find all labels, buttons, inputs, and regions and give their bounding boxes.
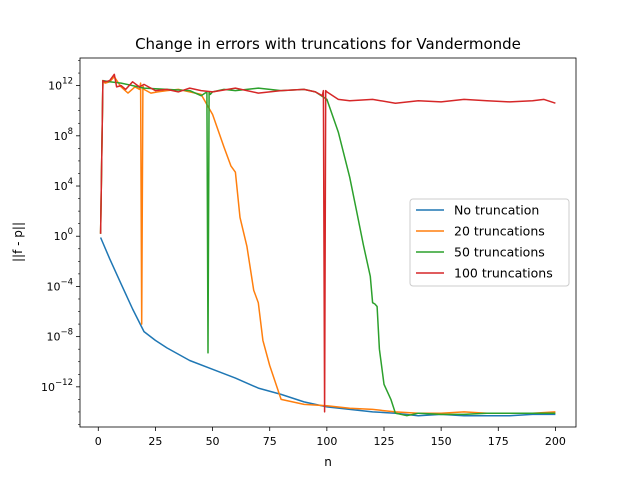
y-tick-exponent: −4 [60, 277, 73, 287]
x-tick-label: 0 [95, 435, 102, 448]
y-tick-base: 10 [54, 230, 68, 243]
x-tick-label: 175 [488, 435, 509, 448]
legend-label-3: 100 truncations [454, 266, 553, 281]
x-tick-label: 125 [374, 435, 395, 448]
y-tick-exponent: −12 [55, 378, 73, 388]
x-tick-label: 25 [148, 435, 162, 448]
y-tick-base: 10 [54, 130, 68, 143]
y-axis-label: ||f - p|| [11, 222, 25, 262]
y-tick-base: 10 [54, 180, 68, 193]
series-line-0 [99, 237, 556, 417]
legend-label-2: 50 truncations [454, 245, 545, 260]
y-tick-label: 100 [54, 227, 73, 243]
y-tick-base: 10 [46, 331, 60, 344]
y-tick-exponent: 4 [68, 177, 73, 187]
x-tick-label: 50 [206, 435, 220, 448]
plot-frame [79, 57, 577, 428]
y-tick-label: 104 [54, 177, 73, 193]
y-tick-label: 108 [54, 127, 73, 143]
y-tick-label: 1012 [48, 77, 73, 93]
x-tick-label: 200 [545, 435, 566, 448]
series-lines [99, 73, 556, 417]
series-line-3 [99, 73, 556, 413]
x-tick-label: 100 [316, 435, 337, 448]
legend-frame [409, 198, 570, 287]
y-tick-exponent: 0 [68, 227, 73, 237]
x-axis-ticks: 0 25 50 75 100 125 150 175 200 [95, 427, 566, 448]
y-tick-exponent: −8 [60, 328, 73, 338]
legend: No truncation 20 truncations 50 truncation… [409, 198, 570, 287]
chart-title: Change in errors with truncations for Va… [135, 35, 521, 53]
y-tick-exponent: 8 [68, 127, 73, 137]
y-tick-base: 10 [46, 280, 60, 293]
y-tick-label: 10−8 [46, 328, 73, 344]
legend-label-0: No truncation [454, 203, 539, 218]
series-line-1 [99, 76, 556, 414]
legend-label-1: 20 truncations [454, 224, 545, 239]
y-tick-exponent: 12 [62, 77, 73, 87]
y-tick-label: 10−12 [41, 378, 73, 394]
y-tick-label: 10−4 [46, 277, 73, 293]
y-tick-base: 10 [48, 80, 62, 93]
y-tick-base: 10 [41, 381, 55, 394]
x-axis-label: n [324, 455, 332, 469]
x-tick-label: 150 [431, 435, 452, 448]
series-line-2 [99, 79, 556, 417]
x-tick-label: 75 [263, 435, 277, 448]
